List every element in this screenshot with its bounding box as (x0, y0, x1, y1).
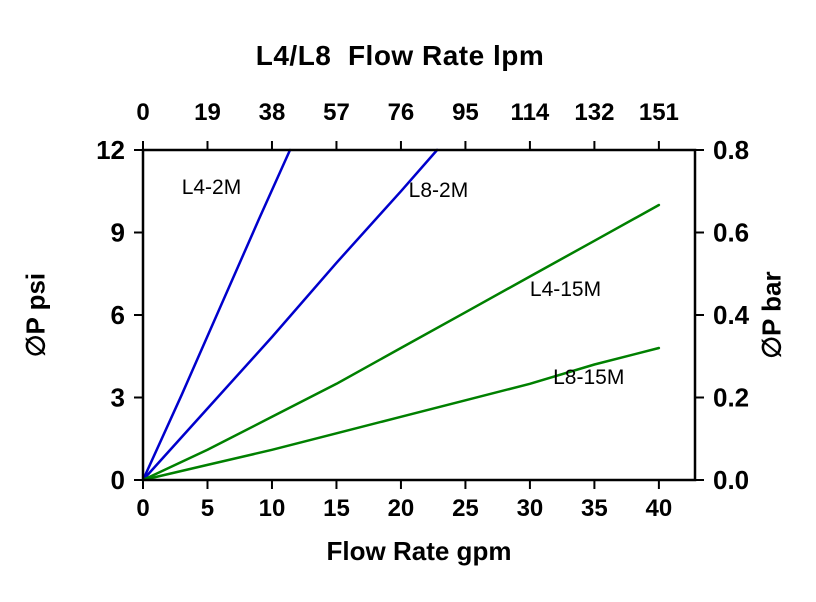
top-tick-label: 132 (574, 99, 614, 126)
top-tick-label: 0 (136, 99, 149, 126)
top-tick-label: 57 (323, 99, 350, 126)
y-right-tick-label: 0.6 (713, 218, 749, 248)
x-tick-label: 10 (259, 495, 286, 522)
x-tick-label: 15 (323, 495, 350, 522)
top-tick-label: 114 (511, 99, 550, 126)
y-right-tick-label: 0.4 (713, 300, 750, 330)
top-tick-label: 76 (388, 99, 415, 126)
top-axis-title: L4/L8 Flow Rate lpm (255, 40, 545, 71)
y-left-tick-label: 9 (111, 218, 125, 248)
series-label-L8-15M: L8-15M (553, 366, 624, 389)
series-label-L4-15M: L4-15M (530, 278, 601, 301)
x-tick-label: 30 (517, 495, 544, 522)
x-tick-label: 35 (581, 495, 608, 522)
top-tick-label: 151 (639, 99, 679, 126)
x-tick-label: 25 (452, 495, 479, 522)
series-label-L8-2M: L8-2M (409, 179, 469, 202)
y-left-tick-label: 3 (111, 383, 125, 413)
y-right-tick-label: 0.0 (713, 465, 749, 495)
series-line-L4-2M (141, 148, 292, 482)
y-left-tick-label: 0 (111, 465, 125, 495)
plot-frame (141, 148, 697, 482)
series-line-L8-2M (141, 148, 439, 482)
series-line-L8-15M (141, 346, 661, 482)
x-tick-label: 20 (388, 495, 415, 522)
x-tick-label: 40 (646, 495, 673, 522)
top-tick-label: 95 (452, 99, 479, 126)
y-left-tick-label: 6 (111, 300, 125, 330)
top-tick-label: 38 (259, 99, 286, 126)
x-tick-label: 5 (201, 495, 214, 522)
y-right-tick-label: 0.8 (713, 135, 749, 165)
x-tick-label: 0 (136, 495, 149, 522)
x-axis-title: Flow Rate gpm (326, 536, 512, 566)
y-left-tick-label: 12 (96, 135, 125, 165)
series-line-L4-15M (141, 203, 661, 482)
y-right-tick-label: 0.2 (713, 383, 749, 413)
series-label-L4-2M: L4-2M (182, 176, 242, 199)
top-tick-label: 19 (194, 99, 221, 126)
